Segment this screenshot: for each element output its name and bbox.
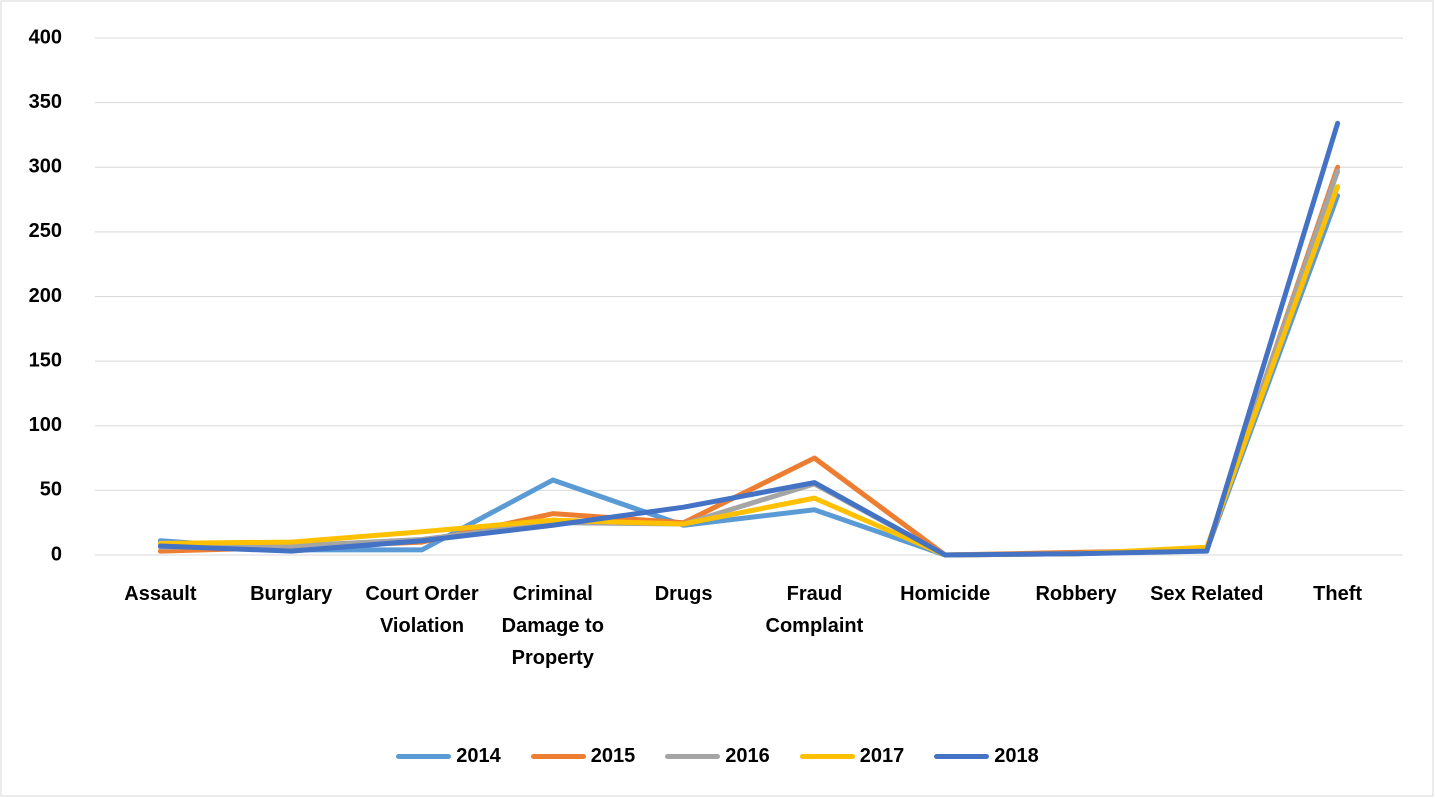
- y-tick-label: 200: [29, 285, 62, 307]
- legend-item: 2015: [530, 745, 636, 768]
- x-tick-label: Theft: [1313, 583, 1363, 605]
- legend-item: 2014: [396, 745, 501, 768]
- y-tick-label: 250: [29, 220, 62, 242]
- series-line: [157, 193, 1341, 558]
- legend-label: 2015: [590, 745, 636, 767]
- x-tick-label: Assault: [124, 583, 197, 605]
- x-tick-label: Burglary: [250, 583, 333, 605]
- legend-item: 2016: [665, 745, 770, 768]
- legend-swatch: [799, 754, 855, 759]
- x-tick-label: Homicide: [900, 583, 991, 605]
- series-line: [157, 184, 1341, 558]
- x-tick-label: Drugs: [654, 583, 713, 605]
- legend-swatch: [530, 754, 586, 759]
- y-tick-label: 0: [51, 543, 62, 565]
- x-tick-label: Court Order Violation: [365, 583, 479, 637]
- x-tick-label: Robbery: [1035, 583, 1117, 605]
- y-tick-label: 100: [29, 414, 62, 436]
- legend-swatch: [934, 754, 990, 759]
- y-tick-label: 150: [29, 349, 62, 371]
- legend-label: 2014: [456, 745, 501, 767]
- legend-label: 2017: [859, 745, 905, 767]
- series-line: [157, 120, 1341, 558]
- x-tick-label: Criminal Damage to Property: [501, 583, 604, 669]
- y-tick-label: 350: [29, 91, 62, 113]
- legend-label: 2018: [994, 745, 1039, 767]
- legend-item: 2018: [934, 745, 1039, 768]
- legend-swatch: [396, 754, 452, 759]
- legend-item: 2017: [799, 745, 905, 768]
- x-tick-label: Sex Related: [1150, 583, 1264, 605]
- x-tick-label: Fraud Complaint: [765, 583, 864, 637]
- y-tick-label: 400: [29, 26, 62, 48]
- legend: 2014 2015 2016 2017 2018: [0, 745, 1435, 768]
- legend-swatch: [665, 754, 721, 759]
- y-tick-label: 300: [29, 156, 62, 178]
- legend-label: 2016: [725, 745, 770, 767]
- y-tick-label: 50: [40, 479, 62, 501]
